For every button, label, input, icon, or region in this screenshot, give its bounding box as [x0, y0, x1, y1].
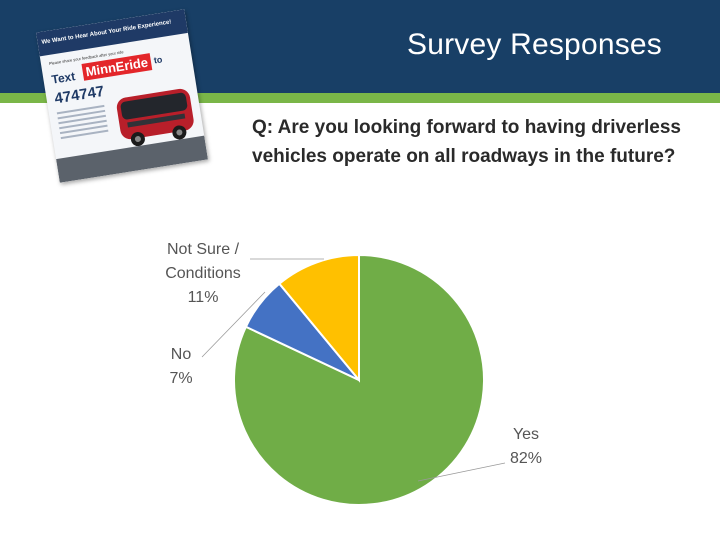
- shuttle-bus-icon: [116, 88, 194, 147]
- survey-question: Q: Are you looking forward to having dri…: [252, 117, 681, 167]
- pie-slice-not-sure: [277, 253, 360, 383]
- pie-slice-yes: [233, 253, 485, 506]
- data-label-yes: Yes 82%: [510, 426, 542, 467]
- minneride-poster-image: We Want to Hear About Your Ride Experien…: [36, 9, 208, 183]
- leader-line: [417, 462, 506, 482]
- leader-line: [201, 291, 266, 358]
- data-label-no: No 7%: [169, 346, 192, 387]
- header-accent-stripe: [0, 93, 720, 103]
- slide-title: Survey Responses: [407, 28, 662, 61]
- data-label-not-sure: Not Sure / Conditions 11%: [165, 241, 241, 306]
